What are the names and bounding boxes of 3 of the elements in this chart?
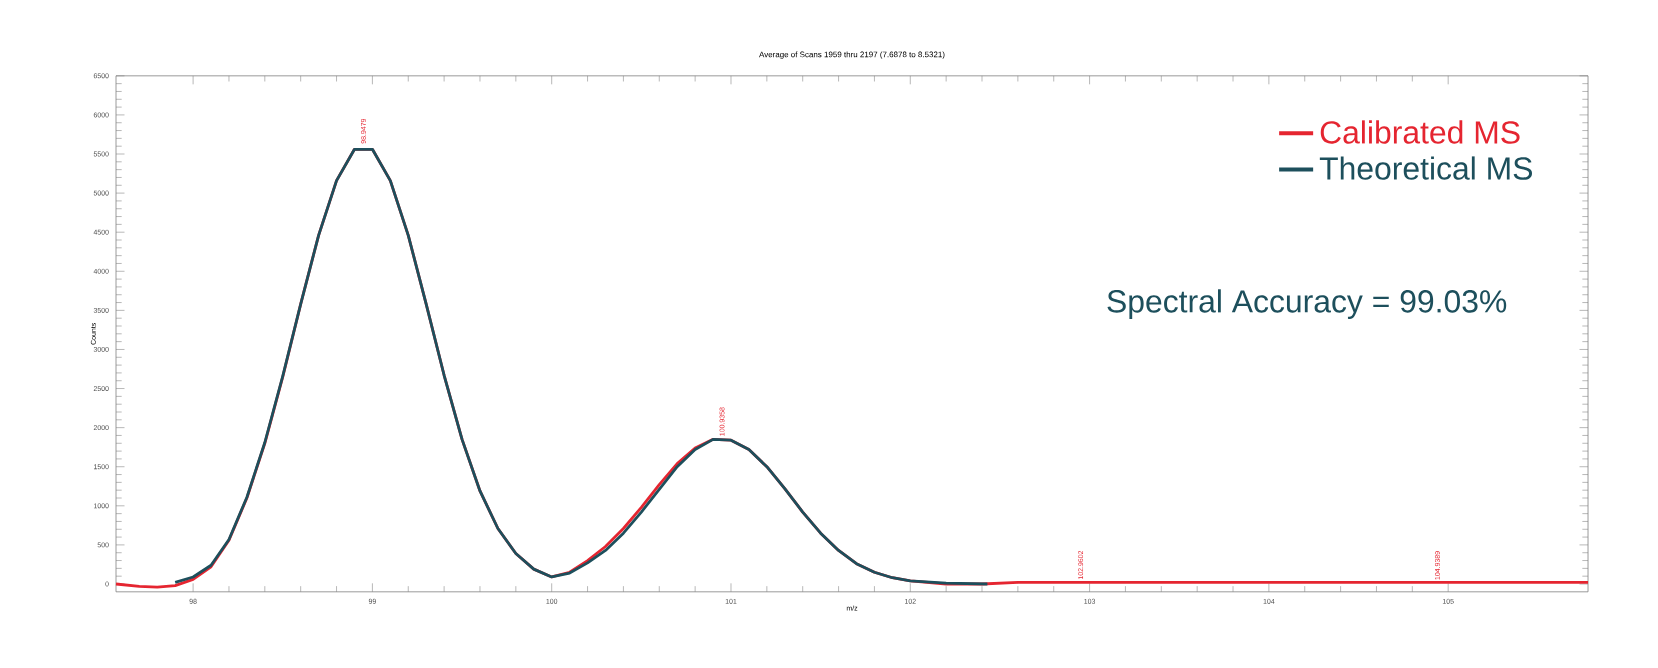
legend-label: Calibrated MS [1320,120,1520,144]
legend-label: Theoretical MS [1319,156,1532,180]
annotation: Spectral Accuracy = 99.03% [1107,289,1507,319]
